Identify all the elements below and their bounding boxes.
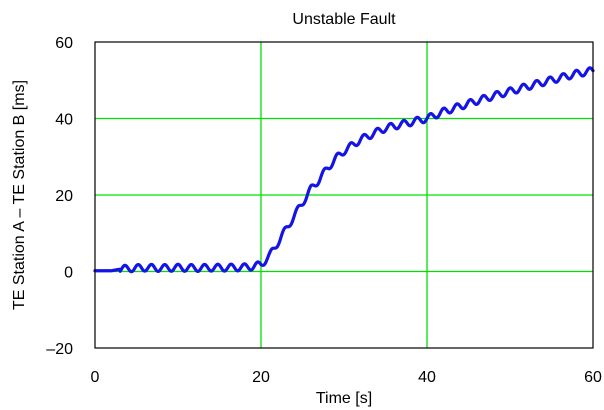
x-tick-label: 60 bbox=[584, 369, 602, 386]
x-tick-label: 20 bbox=[252, 369, 270, 386]
x-axis-label: Time [s] bbox=[316, 390, 372, 407]
x-axis-ticks: 0 20 40 60 bbox=[91, 369, 602, 386]
y-tick-label: –20 bbox=[46, 341, 73, 358]
y-axis-label: TE Station A – TE Station B [ms] bbox=[11, 80, 28, 310]
y-tick-label: 20 bbox=[55, 188, 73, 205]
x-tick-label: 0 bbox=[91, 369, 100, 386]
chart-title: Unstable Fault bbox=[292, 11, 396, 28]
x-tick-label: 40 bbox=[418, 369, 436, 386]
data-series-line bbox=[93, 66, 595, 274]
y-tick-label: 40 bbox=[55, 112, 73, 129]
y-tick-label: 0 bbox=[64, 265, 73, 282]
plot-frame bbox=[94, 41, 594, 349]
y-axis-ticks: –20 0 20 40 60 bbox=[46, 35, 73, 358]
grid bbox=[95, 42, 593, 348]
y-tick-label: 60 bbox=[55, 35, 73, 52]
